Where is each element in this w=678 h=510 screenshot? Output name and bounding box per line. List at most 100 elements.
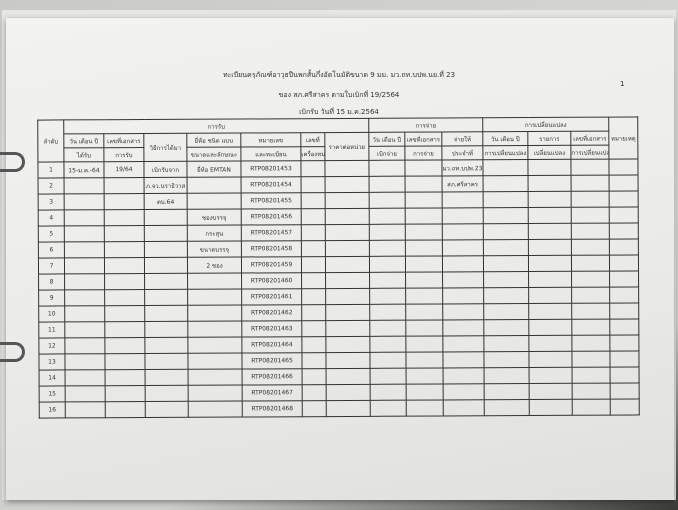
table-cell: สภ.ศรีสาคร — [442, 175, 484, 192]
table-cell — [572, 399, 611, 416]
table-cell — [104, 177, 145, 194]
table-cell — [326, 400, 371, 417]
column-header-sub: การเปลี่ยนแปลง — [482, 145, 528, 160]
table-cell — [528, 271, 572, 288]
table-cell — [528, 223, 572, 240]
group-header-change: การเปลี่ยนแปลง — [482, 117, 609, 132]
table-cell — [442, 207, 484, 224]
table-cell — [301, 304, 326, 321]
column-header: วิธีการได้มา — [143, 133, 187, 162]
table-cell — [405, 271, 443, 289]
table-cell — [105, 385, 146, 402]
table-cell: RTP08201468 — [242, 400, 303, 418]
table-cell — [609, 302, 639, 320]
table-cell — [369, 352, 407, 369]
column-header: วัน เดือน ปี — [63, 133, 104, 148]
column-header: เลขที่เอกสาร — [404, 131, 442, 147]
table-cell — [301, 224, 326, 241]
table-cell — [187, 321, 242, 338]
table-cell — [571, 175, 610, 192]
table-cell — [443, 399, 485, 416]
column-header-sub: ขนาดและลักษณะ — [186, 147, 241, 162]
table-cell — [571, 287, 610, 304]
table-cell — [325, 336, 370, 353]
table-cell — [484, 399, 530, 416]
table-cell — [442, 351, 485, 368]
column-header-sub: เบิกจ่าย — [368, 146, 405, 161]
table-cell: RTP08201456 — [241, 208, 302, 226]
table-cell: RTP08201465 — [241, 352, 303, 370]
table-cell — [442, 191, 484, 208]
table-cell — [483, 335, 529, 352]
table-cell — [64, 177, 105, 194]
table-cell — [406, 367, 444, 385]
table-cell — [64, 193, 105, 210]
table-cell: 2 — [38, 177, 65, 195]
table-cell — [326, 384, 371, 401]
table-cell — [528, 351, 573, 368]
table-cell — [65, 369, 106, 386]
table-cell — [369, 224, 406, 241]
table-cell — [609, 286, 639, 304]
table-cell — [405, 335, 443, 353]
table-cell — [301, 352, 327, 369]
table-cell — [64, 257, 105, 274]
table-cell — [369, 304, 406, 321]
table-cell — [64, 209, 105, 226]
table-cell — [325, 256, 370, 273]
table-cell — [104, 273, 145, 290]
table-cell — [104, 289, 145, 306]
table-cell — [104, 257, 145, 274]
table-cell: 8 — [38, 273, 65, 291]
table-cell: 10 — [38, 305, 65, 323]
table-cell: ยี่ห้อ EMTAN — [186, 161, 242, 178]
table-cell — [528, 255, 572, 272]
table-cell — [325, 288, 370, 305]
table-cell — [483, 319, 529, 336]
table-cell: 14 — [39, 369, 66, 387]
table-cell — [528, 335, 572, 352]
column-header: รายการ — [527, 131, 571, 146]
table-cell — [368, 160, 406, 177]
table-cell: ตบ.64 — [144, 193, 188, 210]
table-cell — [144, 337, 188, 354]
table-cell — [571, 271, 610, 288]
table-cell — [144, 353, 189, 370]
table-cell — [326, 368, 371, 385]
table-cell — [571, 319, 610, 336]
table-cell — [301, 240, 326, 257]
table-cell: กระสุน — [187, 225, 242, 242]
table-cell — [301, 336, 326, 353]
table-cell — [144, 273, 188, 290]
column-header-sub: ได้รับ — [63, 147, 104, 162]
table-cell — [301, 192, 326, 209]
table-cell — [483, 239, 529, 256]
table-cell — [571, 223, 610, 240]
table-cell — [528, 319, 572, 336]
table-cell: RTP08201461 — [241, 288, 302, 306]
table-cell — [442, 271, 484, 288]
table-cell — [405, 191, 443, 209]
table-cell — [370, 384, 407, 401]
table-cell: RTP08201462 — [241, 304, 302, 322]
column-header: หมายเลข — [240, 132, 301, 148]
table-cell — [144, 209, 188, 226]
table-cell — [608, 158, 639, 176]
table-cell — [442, 303, 484, 320]
table-cell — [483, 303, 529, 320]
table-cell — [325, 320, 370, 337]
table-cell — [301, 288, 326, 305]
table-cell: RTP08201463 — [241, 320, 302, 338]
table-cell — [369, 320, 406, 337]
table-cell — [482, 159, 529, 176]
table-cell — [571, 207, 610, 224]
table-cell: 12 — [38, 337, 65, 355]
table-cell — [144, 257, 188, 274]
table-cell — [529, 383, 573, 400]
table-cell — [405, 239, 443, 257]
table-cell — [188, 401, 243, 418]
table-cell — [369, 192, 406, 209]
table-cell — [484, 383, 530, 400]
table-cell — [145, 401, 189, 418]
page-number: 1 — [620, 80, 625, 88]
